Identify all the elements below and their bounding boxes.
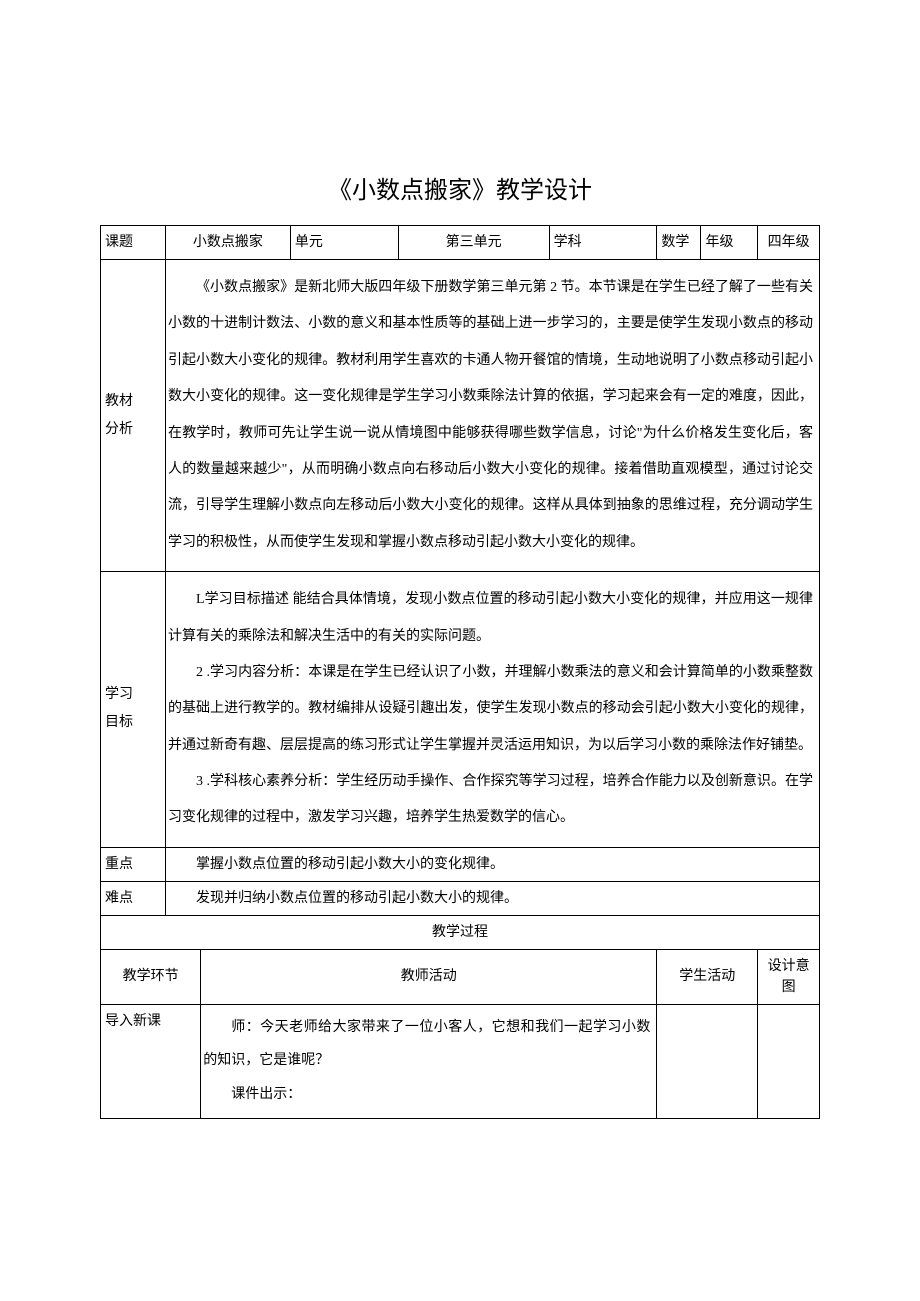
keypoint-row: 重点 掌握小数点位置的移动引起小数大小的变化规律。 xyxy=(101,847,820,881)
keypoint-text: 掌握小数点位置的移动引起小数大小的变化规律。 xyxy=(166,847,820,881)
intro-intent xyxy=(758,1004,820,1118)
process-header-row: 教学环节 教师活动 学生活动 设计意图 xyxy=(101,949,820,1004)
keypoint-label: 重点 xyxy=(101,847,166,881)
goals-p3: 3 .学科核心素养分析：学生经历动手操作、合作探究等学习过程，培养合作能力以及创… xyxy=(168,764,813,837)
analysis-label-text: 教材分析 xyxy=(105,388,133,444)
intro-p1: 师：今天老师给大家带来了一位小客人，它想和我们一起学习小数的知识，它是谁呢？ xyxy=(203,1011,650,1078)
keypoint-p: 掌握小数点位置的移动引起小数大小的变化规律。 xyxy=(168,854,813,875)
topic-label: 课题 xyxy=(101,226,166,260)
grade-label: 年级 xyxy=(701,226,758,260)
difficulty-text: 发现并归纳小数点位置的移动引起小数大小的规律。 xyxy=(166,881,820,915)
lesson-plan-table: 课题 小数点搬家 单元 第三单元 学科 数学 年级 四年级 教材分析 《小数点搬… xyxy=(100,225,820,1119)
unit-value: 第三单元 xyxy=(398,226,549,260)
page-title: 《小数点搬家》教学设计 xyxy=(100,170,820,205)
process-segment-header: 教学环节 xyxy=(101,949,201,1004)
subject-label: 学科 xyxy=(549,226,657,260)
goals-label-text: 学习目标 xyxy=(105,681,133,737)
intro-teacher: 师：今天老师给大家带来了一位小客人，它想和我们一起学习小数的知识，它是谁呢？ 课… xyxy=(201,1004,657,1118)
difficulty-row: 难点 发现并归纳小数点位置的移动引起小数大小的规律。 xyxy=(101,881,820,915)
analysis-row: 教材分析 《小数点搬家》是新北师大版四年级下册数学第三单元第 2 节。本节课是在… xyxy=(101,260,820,572)
process-student-header: 学生活动 xyxy=(657,949,758,1004)
difficulty-p: 发现并归纳小数点位置的移动引起小数大小的规律。 xyxy=(168,888,813,909)
goals-label: 学习目标 xyxy=(101,572,166,848)
analysis-text: 《小数点搬家》是新北师大版四年级下册数学第三单元第 2 节。本节课是在学生已经了… xyxy=(166,260,820,572)
header-row: 课题 小数点搬家 单元 第三单元 学科 数学 年级 四年级 xyxy=(101,226,820,260)
intro-row: 导入新课 师：今天老师给大家带来了一位小客人，它想和我们一起学习小数的知识，它是… xyxy=(101,1004,820,1118)
process-teacher-header: 教师活动 xyxy=(201,949,657,1004)
analysis-label: 教材分析 xyxy=(101,260,166,572)
goals-p1: L学习目标描述 能结合具体情境，发现小数点位置的移动引起小数大小变化的规律，并应… xyxy=(168,582,813,655)
goals-text: L学习目标描述 能结合具体情境，发现小数点位置的移动引起小数大小变化的规律，并应… xyxy=(166,572,820,848)
process-label: 教学过程 xyxy=(101,915,820,949)
subject-value: 数学 xyxy=(657,226,701,260)
intro-segment: 导入新课 xyxy=(101,1004,201,1118)
topic-value: 小数点搬家 xyxy=(166,226,291,260)
intro-student xyxy=(657,1004,758,1118)
goals-p2: 2 .学习内容分析：本课是在学生已经认识了小数，并理解小数乘法的意义和会计算简单… xyxy=(168,655,813,764)
process-intent-header: 设计意图 xyxy=(758,949,820,1004)
unit-label: 单元 xyxy=(290,226,398,260)
process-label-row: 教学过程 xyxy=(101,915,820,949)
grade-value: 四年级 xyxy=(758,226,820,260)
intro-p2: 课件出示： xyxy=(203,1078,650,1112)
goals-row: 学习目标 L学习目标描述 能结合具体情境，发现小数点位置的移动引起小数大小变化的… xyxy=(101,572,820,848)
difficulty-label: 难点 xyxy=(101,881,166,915)
analysis-p1: 《小数点搬家》是新北师大版四年级下册数学第三单元第 2 节。本节课是在学生已经了… xyxy=(168,270,813,561)
